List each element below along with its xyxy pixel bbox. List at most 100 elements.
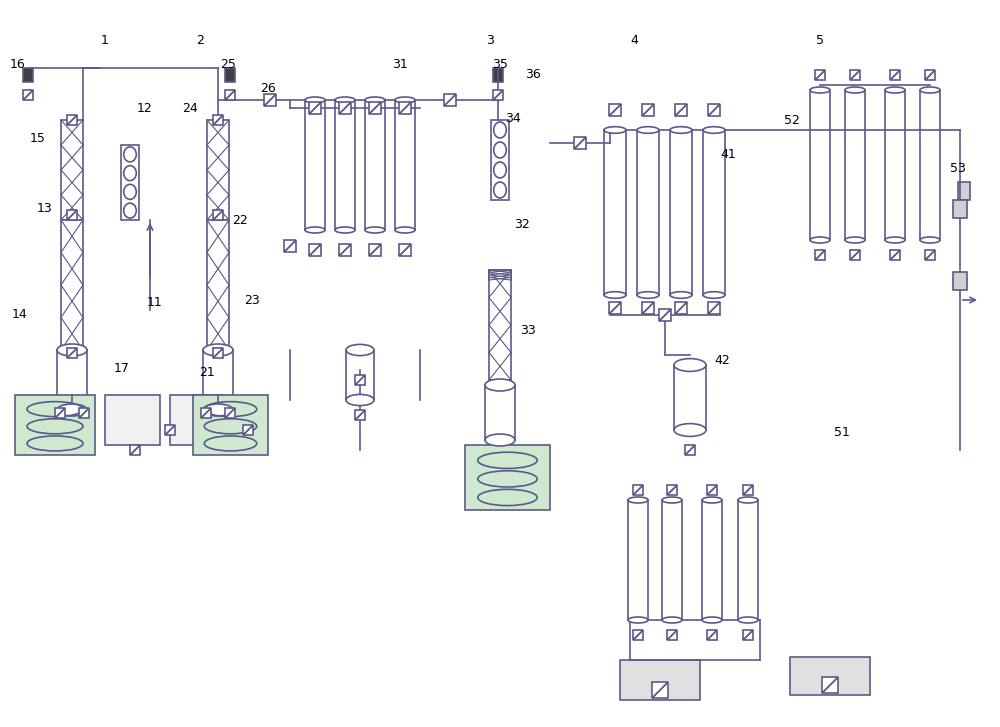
Polygon shape <box>850 250 860 260</box>
Polygon shape <box>642 104 654 116</box>
Text: 21: 21 <box>199 366 215 379</box>
Polygon shape <box>609 104 621 116</box>
Text: 36: 36 <box>525 68 541 81</box>
Polygon shape <box>309 102 321 114</box>
Polygon shape <box>213 115 223 125</box>
Polygon shape <box>850 250 860 260</box>
Polygon shape <box>23 90 33 100</box>
Text: 3: 3 <box>486 33 494 47</box>
Polygon shape <box>130 445 140 455</box>
Bar <box>489 270 511 280</box>
Polygon shape <box>707 630 717 640</box>
Polygon shape <box>850 70 860 80</box>
Bar <box>365 100 385 230</box>
Bar <box>604 130 626 295</box>
Polygon shape <box>67 115 77 125</box>
Bar <box>335 100 355 230</box>
Polygon shape <box>130 445 140 455</box>
Polygon shape <box>708 104 720 116</box>
Polygon shape <box>201 408 211 418</box>
Polygon shape <box>201 408 211 418</box>
Polygon shape <box>675 302 687 314</box>
Bar <box>395 100 415 230</box>
Polygon shape <box>339 102 351 114</box>
Polygon shape <box>213 348 223 358</box>
Ellipse shape <box>670 126 692 133</box>
Ellipse shape <box>810 237 830 243</box>
Bar <box>57 350 87 410</box>
Ellipse shape <box>57 344 87 356</box>
Polygon shape <box>225 408 235 418</box>
Polygon shape <box>79 408 89 418</box>
Polygon shape <box>815 70 825 80</box>
Polygon shape <box>213 115 223 125</box>
Polygon shape <box>355 375 365 385</box>
Polygon shape <box>925 250 935 260</box>
Polygon shape <box>815 250 825 260</box>
Bar <box>485 385 515 440</box>
Polygon shape <box>675 104 687 116</box>
Polygon shape <box>925 70 935 80</box>
Bar <box>305 100 325 230</box>
Polygon shape <box>925 250 935 260</box>
Bar <box>207 120 229 220</box>
Polygon shape <box>609 104 621 116</box>
Bar <box>207 220 229 350</box>
Ellipse shape <box>845 237 865 243</box>
Bar <box>810 90 830 240</box>
Bar <box>61 220 83 350</box>
Polygon shape <box>708 302 720 314</box>
Polygon shape <box>707 485 717 495</box>
Ellipse shape <box>604 292 626 298</box>
Bar <box>225 68 235 82</box>
Polygon shape <box>822 677 838 693</box>
Polygon shape <box>213 348 223 358</box>
Bar <box>885 90 905 240</box>
Polygon shape <box>225 90 235 100</box>
Bar <box>121 145 139 220</box>
Bar <box>489 270 511 380</box>
Polygon shape <box>444 94 456 106</box>
Ellipse shape <box>703 126 725 133</box>
Bar <box>674 365 706 430</box>
Text: 34: 34 <box>505 111 521 124</box>
Polygon shape <box>925 70 935 80</box>
Ellipse shape <box>365 227 385 233</box>
Polygon shape <box>667 630 677 640</box>
Ellipse shape <box>845 87 865 93</box>
Polygon shape <box>574 137 586 149</box>
Text: 35: 35 <box>492 58 508 71</box>
Polygon shape <box>642 302 654 314</box>
Polygon shape <box>309 244 321 256</box>
Polygon shape <box>369 244 381 256</box>
Text: 53: 53 <box>950 161 966 174</box>
Polygon shape <box>369 244 381 256</box>
Polygon shape <box>67 115 77 125</box>
Ellipse shape <box>885 237 905 243</box>
Polygon shape <box>399 244 411 256</box>
Text: 26: 26 <box>260 81 276 95</box>
Polygon shape <box>667 485 677 495</box>
Polygon shape <box>67 210 77 220</box>
Bar <box>620 660 700 700</box>
Polygon shape <box>642 104 654 116</box>
Ellipse shape <box>335 227 355 233</box>
Text: 17: 17 <box>114 361 130 374</box>
Ellipse shape <box>885 87 905 93</box>
Bar <box>465 445 550 510</box>
Text: 51: 51 <box>834 425 850 438</box>
Polygon shape <box>743 630 753 640</box>
Bar <box>637 130 659 295</box>
Ellipse shape <box>305 227 325 233</box>
Polygon shape <box>743 630 753 640</box>
Text: 1: 1 <box>101 33 109 47</box>
Polygon shape <box>675 104 687 116</box>
Ellipse shape <box>485 379 515 391</box>
Text: 25: 25 <box>220 58 236 71</box>
Text: 41: 41 <box>720 148 736 161</box>
Ellipse shape <box>57 404 87 416</box>
Bar <box>105 395 160 445</box>
Polygon shape <box>55 408 65 418</box>
Text: 12: 12 <box>137 102 153 114</box>
Polygon shape <box>355 375 365 385</box>
